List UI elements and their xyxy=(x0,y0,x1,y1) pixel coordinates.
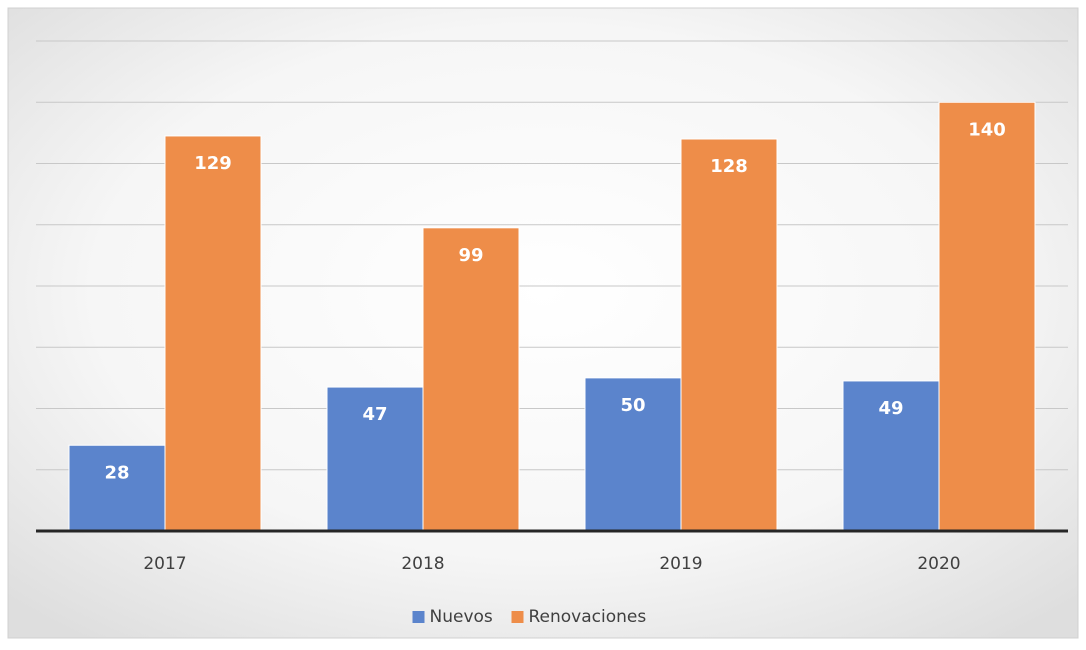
x-tick-label: 2019 xyxy=(659,554,702,574)
legend-swatch xyxy=(511,611,524,623)
data-label: 129 xyxy=(194,153,232,174)
x-tick-label: 2017 xyxy=(143,554,186,574)
x-tick-label: 2020 xyxy=(917,554,960,574)
bar xyxy=(938,101,1036,532)
bar xyxy=(164,135,262,532)
data-label: 28 xyxy=(104,462,129,483)
legend-swatch xyxy=(412,611,425,623)
data-label: 99 xyxy=(458,245,483,266)
legend-label: Nuevos xyxy=(430,607,493,627)
data-label: 50 xyxy=(620,395,645,416)
data-label: 49 xyxy=(878,398,903,419)
bar xyxy=(680,138,778,532)
data-label: 128 xyxy=(710,156,748,177)
bar xyxy=(422,227,520,532)
data-label: 140 xyxy=(968,119,1006,140)
data-label: 47 xyxy=(362,404,387,425)
bar xyxy=(68,444,166,532)
x-tick-label: 2018 xyxy=(401,554,444,574)
legend-label: Renovaciones xyxy=(529,607,647,627)
